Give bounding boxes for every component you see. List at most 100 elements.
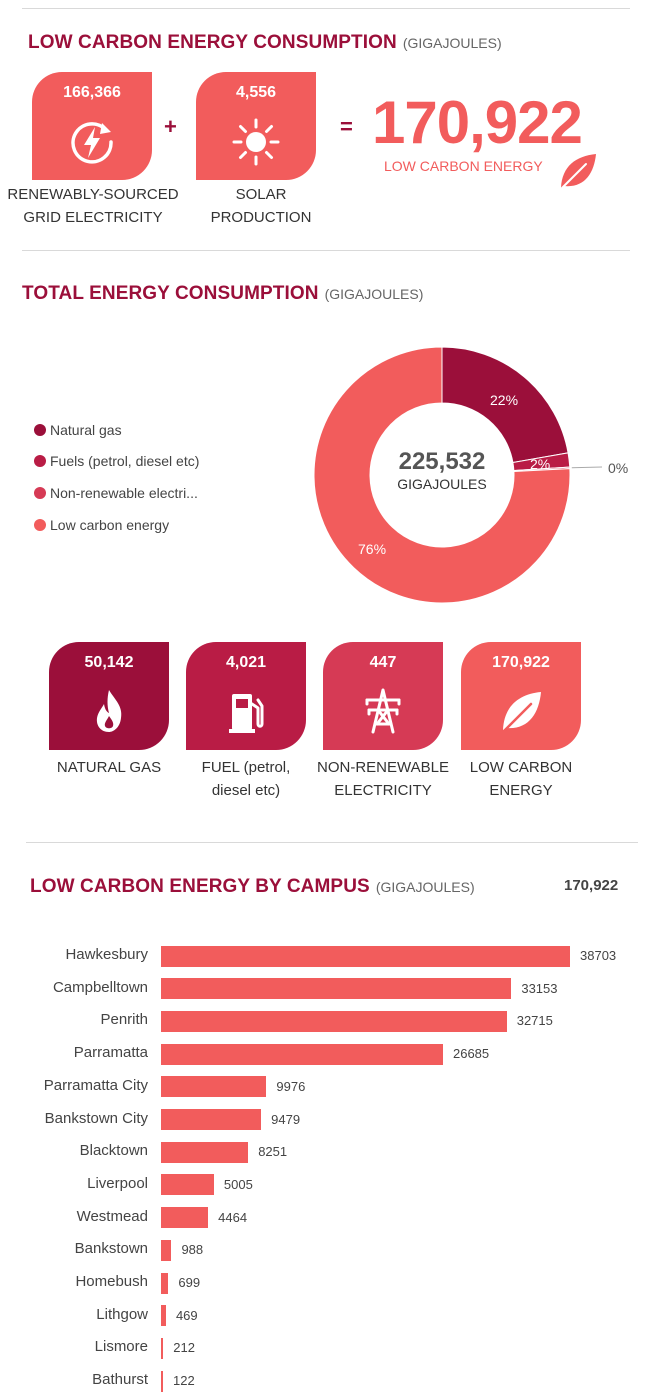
legend-label: Natural gas — [50, 422, 122, 438]
campus-title-unit: (GIGAJOULES) — [375, 879, 475, 895]
legend-label: Fuels (petrol, diesel etc) — [50, 453, 200, 469]
bar-campbelltown[interactable] — [161, 978, 512, 1000]
bar-value-hawkesbury: 38703 — [580, 948, 617, 963]
bar-label-lithgow: Lithgow — [96, 1305, 148, 1323]
bar-label-campbelltown: Campbelltown — [52, 978, 148, 996]
equals-sign: = — [340, 114, 353, 139]
bar-label-bankstown: Bankstown — [74, 1240, 148, 1258]
bar-label-blacktown: Blacktown — [79, 1142, 148, 1160]
plus-sign: + — [164, 114, 177, 139]
bar-value-penrith: 32715 — [516, 1013, 553, 1029]
energy-donut-chart — [313, 346, 603, 604]
legend-swatch — [34, 424, 46, 436]
campus-total: 170,922 — [564, 877, 619, 894]
bar-label-penrith: Penrith — [100, 1011, 148, 1029]
sun-icon — [232, 118, 280, 166]
low-carbon-total-label: LOW CARBON ENERGY — [384, 158, 543, 174]
legend-label: Low carbon energy — [50, 517, 170, 533]
donut-center-label: GIGAJOULES — [397, 476, 487, 492]
donut-center-value: 225,532 — [398, 448, 486, 475]
non-renewable-caption: NON-RENEWABLE ELECTRICITY — [317, 759, 449, 799]
bar-penrith[interactable] — [161, 1010, 507, 1032]
section2-divider — [26, 842, 638, 843]
leaf-icon — [503, 692, 541, 732]
low-carbon-total: 170,922 — [372, 89, 583, 156]
bar-label-westmead: Westmead — [76, 1207, 148, 1225]
section1-divider — [22, 250, 630, 251]
bar-label-bankstown-city: Bankstown City — [44, 1109, 148, 1127]
renewable-grid-value: 166,366 — [63, 84, 121, 101]
legend-item-low-carbon[interactable]: Low carbon energy — [34, 517, 169, 533]
donut-label-natural-gas: 22% — [490, 392, 519, 408]
renewable-grid-caption: RENEWABLY-SOURCED GRID ELECTRICITY — [7, 186, 179, 226]
natural-gas-caption: NATURAL GAS — [56, 759, 162, 776]
bar-lithgow[interactable] — [161, 1305, 166, 1327]
top-divider — [22, 8, 630, 9]
bar-value-parramatta-city: 9976 — [276, 1078, 306, 1094]
bar-bathurst[interactable] — [161, 1370, 163, 1392]
solar-value: 4,556 — [235, 84, 277, 101]
flame-icon — [96, 690, 122, 732]
donut-leader-line — [571, 466, 603, 469]
legend-item-natural-gas[interactable]: Natural gas — [34, 422, 122, 438]
low-carbon-title: LOW CARBON ENERGY CONSUMPTION (GIGAJOULES… — [28, 32, 502, 53]
bar-label-bathurst: Bathurst — [92, 1371, 148, 1389]
bar-value-bankstown-city: 9479 — [271, 1111, 301, 1127]
legend-swatch — [34, 519, 46, 531]
solar-tile: 4,556 — [196, 72, 316, 180]
donut-label-fuels: 2% — [530, 456, 551, 472]
donut-slice-low-carbon[interactable] — [313, 346, 571, 604]
donut-label-low-carbon: 76% — [358, 541, 387, 557]
renewable-grid-tile: 166,366 — [32, 72, 152, 180]
fuel-pump-icon — [229, 694, 264, 733]
bar-value-homebush: 699 — [178, 1275, 201, 1290]
bar-label-parramatta-city: Parramatta City — [43, 1076, 148, 1094]
leaf-icon — [561, 154, 596, 189]
bar-value-lismore: 212 — [173, 1340, 195, 1356]
bar-label-parramatta: Parramatta — [73, 1044, 148, 1062]
bar-homebush[interactable] — [161, 1272, 169, 1294]
campus-title: LOW CARBON ENERGY BY CAMPUS (GIGAJOULES) — [30, 876, 475, 897]
bar-value-lithgow: 469 — [175, 1307, 198, 1323]
bar-value-bankstown: 988 — [181, 1242, 204, 1258]
bar-label-lismore: Lismore — [94, 1338, 148, 1356]
low-carbon-tile: 170,922 — [461, 642, 581, 750]
solar-caption: SOLAR PRODUCTION — [210, 186, 312, 226]
bar-label-liverpool: Liverpool — [87, 1174, 148, 1192]
non-renewable-tile: 447 — [323, 642, 443, 750]
bar-lismore[interactable] — [161, 1337, 164, 1359]
legend-swatch — [34, 487, 46, 499]
low-carbon-caption: LOW CARBON ENERGY — [469, 759, 573, 799]
bar-hawkesbury[interactable] — [161, 945, 570, 967]
bar-value-blacktown: 8251 — [258, 1144, 288, 1160]
bar-westmead[interactable] — [161, 1207, 209, 1229]
bar-parramatta[interactable] — [161, 1043, 443, 1065]
bar-liverpool[interactable] — [161, 1174, 214, 1196]
bar-blacktown[interactable] — [161, 1141, 249, 1163]
bar-value-parramatta: 26685 — [452, 1046, 490, 1062]
fuel-value: 4,021 — [225, 654, 267, 671]
bar-value-bathurst: 122 — [173, 1373, 195, 1389]
natural-gas-value: 50,142 — [84, 654, 134, 671]
bar-bankstown-city[interactable] — [161, 1109, 262, 1130]
bar-bankstown[interactable] — [161, 1239, 172, 1261]
donut-label-non-renewable: 0% — [608, 460, 629, 476]
legend-item-non-renewable[interactable]: Non-renewable electri... — [34, 485, 198, 501]
total-energy-title-unit: (GIGAJOULES) — [324, 286, 424, 302]
fuel-caption: FUEL (petrol, diesel etc) — [201, 759, 291, 799]
non-renewable-value: 447 — [369, 654, 397, 671]
legend-swatch — [34, 455, 46, 467]
legend-label: Non-renewable electri... — [50, 485, 198, 501]
bar-label-homebush: Homebush — [75, 1273, 148, 1290]
fuel-tile: 4,021 — [186, 642, 306, 750]
bar-value-liverpool: 5005 — [223, 1176, 253, 1192]
bar-value-campbelltown: 33153 — [521, 980, 558, 996]
total-energy-title: TOTAL ENERGY CONSUMPTION (GIGAJOULES) — [22, 283, 424, 304]
natural-gas-tile: 50,142 — [49, 642, 169, 750]
renewable-electricity-icon — [71, 122, 113, 164]
low-carbon-title-unit: (GIGAJOULES) — [402, 35, 502, 51]
bar-parramatta-city[interactable] — [161, 1076, 267, 1098]
power-pylon-icon — [365, 688, 401, 734]
legend-item-fuels[interactable]: Fuels (petrol, diesel etc) — [34, 453, 199, 469]
low-carbon-tile-value: 170,922 — [492, 654, 550, 671]
